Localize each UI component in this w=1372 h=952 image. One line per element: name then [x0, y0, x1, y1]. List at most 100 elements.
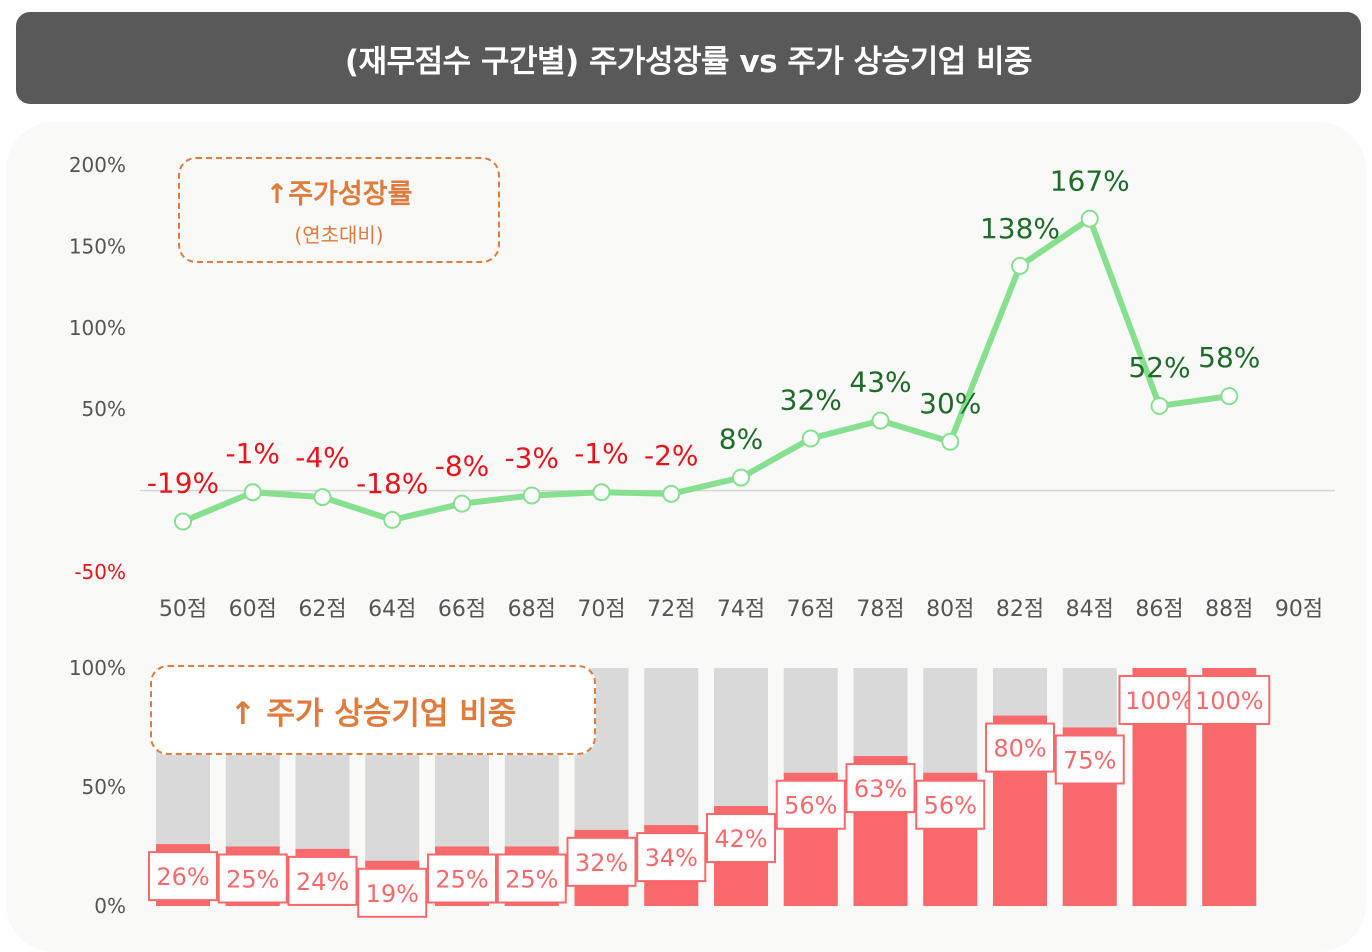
growth-point [801, 429, 820, 448]
bar-data-label: 56% [924, 792, 977, 820]
growth-point [732, 468, 750, 487]
bar-label-box [287, 855, 358, 906]
line-legend: ↑주가성장률 (연초대비) [178, 157, 500, 263]
bar-label-box [706, 813, 776, 864]
growth-point [522, 486, 541, 505]
x-tick-label: 62점 [298, 597, 346, 622]
arrow-up-icon: ↑ [229, 695, 256, 732]
growth-data-label: -8% [435, 450, 490, 483]
bar-data-label: 25% [505, 866, 558, 894]
title-bar: (재무점수 구간별) 주가성장률 vs 주가 상승기업 비중 [16, 12, 1361, 104]
bar-y-tick-label: 50% [82, 775, 126, 799]
bar-label-box [496, 853, 567, 904]
arrow-up-icon: ↑ [265, 179, 289, 210]
line-legend-sublabel: (연초대비) [294, 223, 384, 247]
growth-point [174, 512, 192, 531]
growth-point [1220, 387, 1239, 406]
growth-data-label: -19% [147, 467, 219, 500]
bar-data-label: 63% [854, 775, 907, 803]
x-tick-label: 84점 [1066, 597, 1114, 622]
growth-data-label: 8% [719, 423, 763, 456]
line-chart: 200%150%100%50%-50%-19%-1% -4%-18%-8% -3% -… [69, 153, 1335, 584]
bar-label-box [1054, 734, 1125, 785]
bar-data-label: 24% [296, 868, 349, 896]
growth-line [181, 215, 1230, 525]
growth-data-label: -18% [356, 467, 428, 500]
growth-data-label: -2% [644, 439, 699, 472]
growth-point [1080, 209, 1099, 228]
growth-data-label: -1% [574, 437, 629, 470]
bar-y-tick-label: 0% [94, 894, 126, 918]
line-legend-label: 주가성장률 [288, 179, 413, 210]
bar-data-label: 80% [993, 735, 1046, 763]
growth-point [662, 484, 681, 503]
x-tick-label: 72점 [647, 597, 695, 622]
growth-point [453, 494, 471, 513]
bar-label-box [148, 851, 218, 902]
bar-data-label: 42% [714, 825, 767, 853]
growth-point [243, 483, 262, 502]
x-tick-label: 90점 [1275, 597, 1323, 622]
line-y-tick-label: 150% [69, 234, 126, 258]
bar-data-label: 25% [226, 866, 279, 894]
bar-data-label: 19% [366, 880, 419, 908]
x-tick-label: 50점 [159, 597, 207, 622]
bar-data-label: 25% [435, 866, 488, 894]
bar-data-label: 100% [1125, 687, 1194, 715]
x-tick-label: 64점 [368, 597, 416, 622]
growth-point [1150, 396, 1169, 415]
growth-point [313, 488, 332, 507]
x-tick-label: 60점 [229, 597, 277, 622]
growth-data-label: 30% [919, 387, 981, 420]
x-tick-label: 88점 [1205, 597, 1253, 622]
bar-label-box [1188, 675, 1271, 725]
chart-title: (재무점수 구간별) 주가성장률 vs 주가 상승기업 비중 [344, 43, 1033, 80]
growth-data-label: 32% [780, 384, 842, 417]
x-tick-label: 80점 [926, 597, 974, 622]
x-tick-label: 76점 [787, 597, 835, 622]
bar-label-box [217, 853, 288, 904]
bar-label-box [427, 853, 497, 904]
growth-data-label: -1% [225, 437, 280, 470]
bar-label-box [1118, 675, 1201, 725]
line-y-tick-label: -50% [74, 560, 126, 584]
bar-label-box [775, 779, 846, 830]
bar-y-tick-label: 100% [69, 656, 126, 680]
x-tick-label: 78점 [856, 597, 904, 622]
bar-data-label: 100% [1195, 687, 1264, 715]
bar-label-box [636, 832, 707, 883]
growth-point [383, 510, 402, 529]
growth-data-label: 167% [1050, 165, 1130, 198]
x-tick-label: 82점 [996, 597, 1044, 622]
growth-data-label: 43% [849, 366, 911, 399]
line-y-tick-label: 50% [82, 397, 126, 421]
bar-label-box [566, 836, 637, 887]
bar-chart: 100% 50% 0% 26% 25% 24% 19% 25% 25% 32% 34% 42% 56% 6… [69, 656, 1271, 918]
bar-label-box [357, 867, 428, 918]
bar-data-label: 34% [645, 844, 698, 872]
growth-point [1011, 256, 1029, 275]
bar-legend: ↑ 주가 상승기업 비중 [150, 665, 596, 755]
bar-data-label: 75% [1063, 747, 1116, 775]
x-axis: 50점 60점 62점 64점 66점 68점 70점 72점 74점 76점 78점 80점 82점 8… [159, 597, 1323, 622]
x-tick-label: 66점 [438, 597, 486, 622]
line-y-tick-label: 200% [69, 153, 126, 177]
growth-point [871, 411, 890, 430]
growth-data-label: 138% [980, 212, 1060, 245]
growth-point [592, 483, 611, 502]
x-tick-label: 74점 [717, 597, 765, 622]
growth-data-label: 58% [1198, 341, 1260, 374]
bar-label-box [845, 763, 916, 814]
growth-data-label: 52% [1128, 351, 1190, 384]
growth-data-label: -4% [295, 441, 350, 474]
growth-point [941, 432, 960, 451]
x-tick-label: 86점 [1135, 597, 1183, 622]
bar-data-label: 26% [156, 863, 209, 891]
bar-data-label: 56% [784, 792, 837, 820]
line-y-tick-label: 100% [69, 316, 126, 340]
x-tick-label: 68점 [508, 597, 556, 622]
bar-legend-label: 주가 상승기업 비중 [266, 695, 517, 732]
growth-data-label: -3% [504, 441, 559, 474]
bar-label-box [985, 722, 1055, 773]
